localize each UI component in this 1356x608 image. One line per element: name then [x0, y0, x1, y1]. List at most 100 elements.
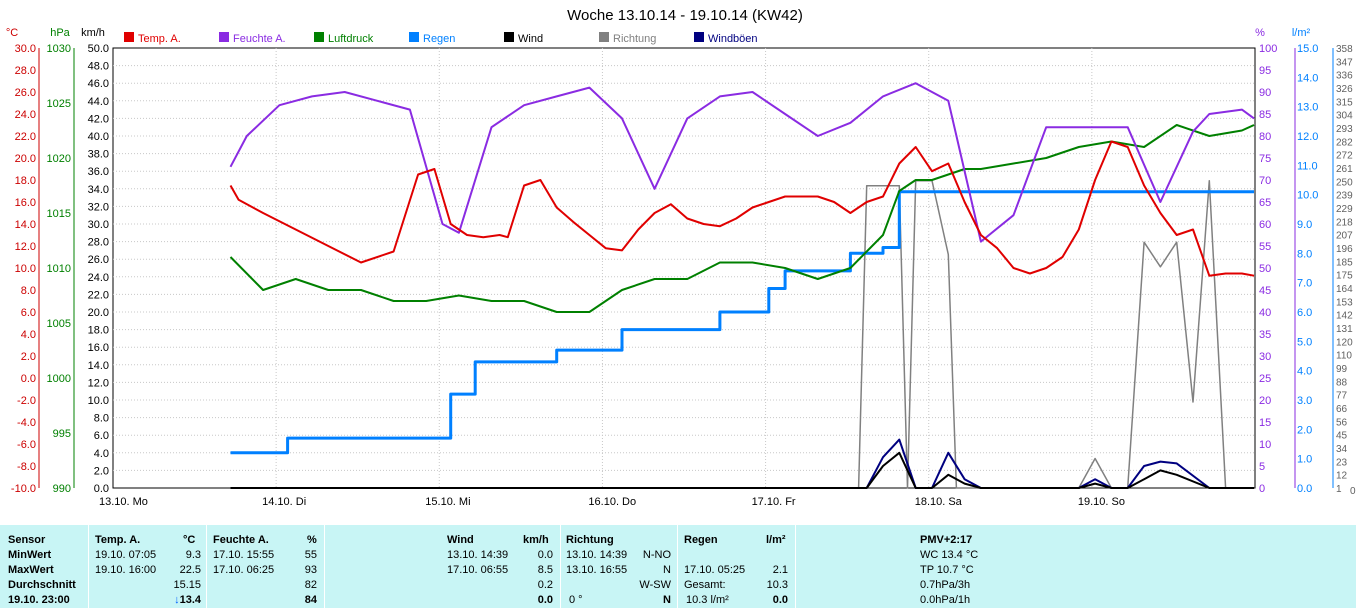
legend-swatch	[599, 32, 609, 42]
direction-tick-label: 153	[1336, 297, 1353, 308]
col-humidity: Feuchte A. % 17.10. 15:55 55 17.10. 06:2…	[207, 525, 325, 608]
legend-label: Luftdruck	[328, 33, 374, 45]
dewpoint: TP 10.7 °C	[920, 564, 974, 576]
legend-label: Regen	[423, 33, 455, 45]
direction-tick-label: 66	[1336, 404, 1348, 415]
rain-max-value: 2.1	[772, 564, 788, 576]
rain-tick-label: 6.0	[1297, 307, 1312, 319]
rain-header: Regen	[684, 534, 718, 546]
rain-total-label: Gesamt:	[684, 579, 726, 591]
direction-min-time: 13.10. 14:39	[566, 549, 628, 561]
humidity-tick-label: 95	[1259, 65, 1271, 77]
temp-tick-label: 0.0	[21, 373, 36, 385]
humidity-tick-label: 50	[1259, 263, 1271, 275]
wind-tick-label: 30.0	[88, 219, 109, 231]
plot-area	[112, 47, 1256, 489]
legend-swatch	[504, 32, 514, 42]
humidity-tick-label: 40	[1259, 307, 1271, 319]
series-line-richtung	[230, 179, 1254, 489]
legend-swatch	[694, 32, 704, 42]
direction-tick-label: 336	[1336, 71, 1353, 82]
wind-tick-label: 38.0	[88, 149, 109, 161]
temp-max-value: 22.5	[179, 564, 201, 576]
humidity-tick-label: 60	[1259, 219, 1271, 231]
legend-swatch	[219, 32, 229, 42]
rain-max-time: 17.10. 05:25	[684, 564, 746, 576]
row-label-avg: Durchschnitt	[8, 579, 76, 591]
direction-tick-label: 77	[1336, 391, 1348, 402]
direction-min-value: N-NO	[642, 549, 671, 561]
summary-table: Sensor MinWert MaxWert Durchschnitt 19.1…	[0, 525, 1356, 608]
rain-tick-label: 14.0	[1297, 72, 1318, 84]
wind-tick-label: 46.0	[88, 78, 109, 90]
humidity-tick-label: 80	[1259, 131, 1271, 143]
col-wind: Wind km/h 13.10. 14:39 0.0 17.10. 06:55 …	[325, 525, 561, 608]
direction-tick-label: 164	[1336, 284, 1353, 295]
temp-unit-label: °C	[6, 27, 18, 39]
pmv-header: PMV+2:17	[920, 534, 973, 546]
direction-tick-label: 261	[1336, 164, 1353, 175]
series-line-wind	[230, 451, 1254, 489]
temp-tick-label: 14.0	[15, 219, 36, 231]
wind-tick-label: 0.0	[94, 483, 109, 495]
legend-label: Feuchte A.	[233, 33, 286, 45]
row-label-max: MaxWert	[8, 564, 54, 576]
pressure-tick-label: 995	[53, 428, 71, 440]
direction-tick-label: 304	[1336, 111, 1353, 122]
temp-unit: °C	[183, 534, 196, 546]
x-tick-label: 15.10. Mi	[425, 496, 470, 508]
direction-tick-label: 120	[1336, 337, 1353, 348]
humidity-tick-label: 30	[1259, 351, 1271, 363]
humidity-tick-label: 90	[1259, 87, 1271, 99]
direction-header: Richtung	[566, 534, 614, 546]
rain-total: 10.3	[766, 579, 788, 591]
humidity-unit-label: %	[1255, 27, 1265, 39]
direction-tick-label: 207	[1336, 231, 1353, 242]
x-tick-label: 19.10. So	[1078, 496, 1125, 508]
direction-tick-label: 142	[1336, 311, 1353, 322]
wind-tick-label: 28.0	[88, 237, 109, 249]
rain-tick-label: 11.0	[1297, 160, 1318, 172]
rain-tick-label: 15.0	[1297, 43, 1318, 55]
chart-title: Woche 13.10.14 - 19.10.14 (KW42)	[567, 7, 803, 24]
col-rain: Regen l/m² 17.10. 05:25 2.1 Gesamt: 10.3…	[678, 525, 796, 608]
direction-max-time: 13.10. 16:55	[566, 564, 628, 576]
wind-tick-label: 4.0	[94, 448, 109, 460]
pressure-trend-1h: 0.0hPa/1h	[920, 594, 971, 606]
wind-unit: km/h	[523, 534, 549, 546]
temp-tick-label: 16.0	[15, 197, 36, 209]
rain-tick-label: 10.0	[1297, 190, 1318, 202]
rain-unit-label: l/m²	[1292, 27, 1311, 39]
temp-tick-label: -6.0	[17, 439, 36, 451]
humidity-tick-label: 70	[1259, 175, 1271, 187]
x-tick-label: 16.10. Do	[588, 496, 636, 508]
wind-tick-label: 48.0	[88, 61, 109, 73]
direction-tick-label: 358	[1336, 44, 1353, 55]
temp-tick-label: 10.0	[15, 263, 36, 275]
wind-unit-label: km/h	[81, 27, 105, 39]
wind-tick-label: 26.0	[88, 254, 109, 266]
temp-tick-label: -2.0	[17, 395, 36, 407]
direction-tick-label: 239	[1336, 191, 1353, 202]
wind-tick-label: 10.0	[88, 395, 109, 407]
temp-max-time: 19.10. 16:00	[95, 564, 157, 576]
temp-tick-label: -8.0	[17, 461, 36, 473]
humidity-tick-label: 10	[1259, 439, 1271, 451]
legend-swatch	[124, 32, 134, 42]
trend-down-icon: ↓	[174, 594, 180, 606]
rain-tick-label: 12.0	[1297, 131, 1318, 143]
wind-header: Wind	[447, 534, 474, 546]
weather-chart: 13.10. Mo 14.10. Di 15.10. Mi 16.10. Do 17.1…	[6, 7, 1356, 508]
wind-tick-label: 12.0	[88, 377, 109, 389]
wind-tick-label: 42.0	[88, 113, 109, 125]
rain-unit: l/m²	[766, 534, 786, 546]
humidity-tick-label: 100	[1259, 43, 1277, 55]
direction-tick-label: 1	[1336, 484, 1342, 495]
row-label-min: MinWert	[8, 549, 52, 561]
temp-tick-label: 20.0	[15, 153, 36, 165]
legend-swatch	[314, 32, 324, 42]
wind-tick-label: 32.0	[88, 201, 109, 213]
temp-tick-label: 8.0	[21, 285, 36, 297]
rain-tick-label: 8.0	[1297, 248, 1312, 260]
direction-tick-label: 88	[1336, 377, 1348, 388]
